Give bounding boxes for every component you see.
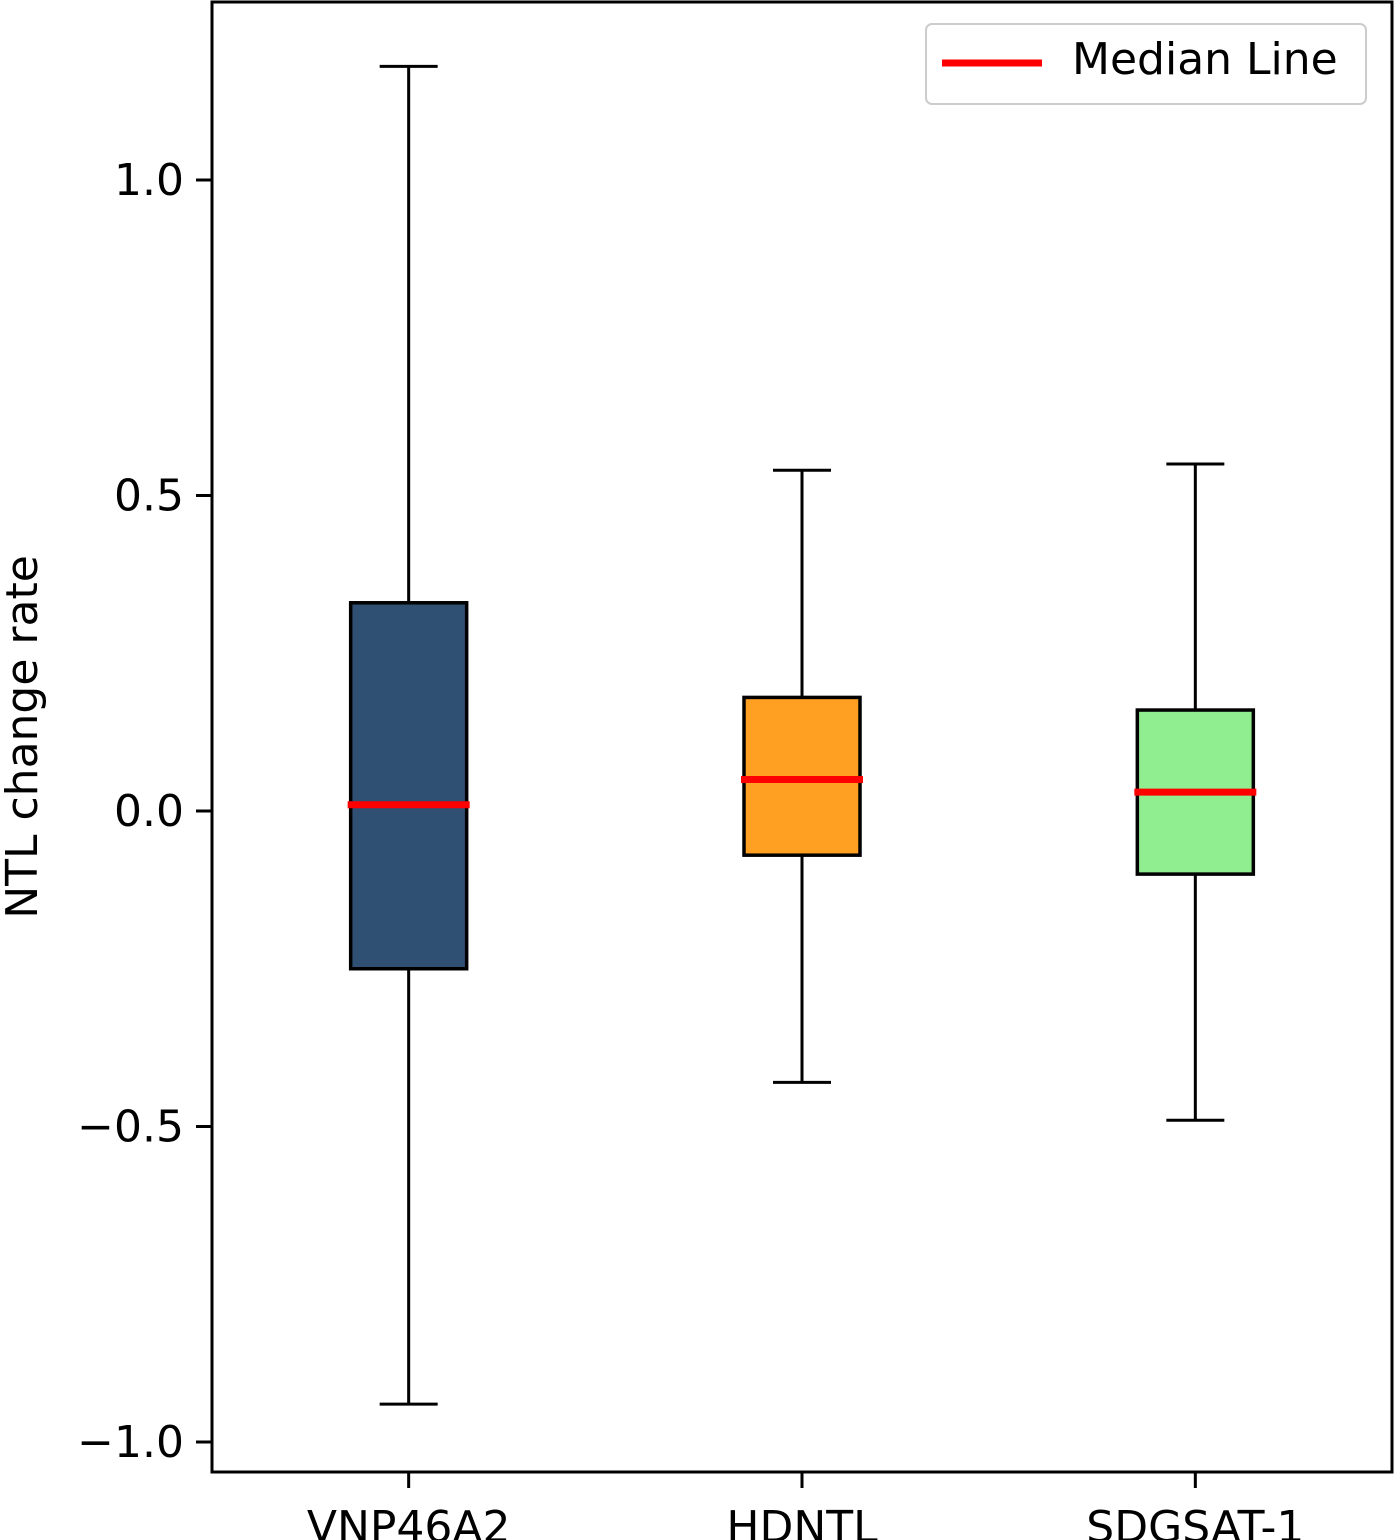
legend-box — [925, 23, 1367, 105]
y-axis: −1.0 −0.5 0.0 0.5 1.0 — [77, 155, 212, 1468]
box-plot-series — [347, 64, 1257, 1406]
legend-label: Median Line — [1072, 34, 1338, 85]
x-tick-label: SDGSAT-1 — [1086, 1502, 1304, 1540]
x-axis: VNP46A2 HDNTL SDGSAT-1 — [307, 1472, 1304, 1540]
y-tick-label: 0.0 — [114, 786, 184, 837]
y-tick-label: 1.0 — [114, 155, 184, 206]
x-tick-label: VNP46A2 — [307, 1502, 511, 1540]
x-tick-label: HDNTL — [726, 1502, 878, 1540]
box-sdgsat-1 — [1134, 462, 1257, 1122]
y-tick-label: 0.5 — [114, 471, 184, 522]
y-tick-label: −0.5 — [77, 1102, 184, 1153]
y-tick-label: −1.0 — [77, 1417, 184, 1468]
legend: Median Line — [925, 23, 1367, 105]
y-axis-label: NTL change rate — [0, 555, 48, 919]
box-iqr — [348, 601, 469, 971]
box-hdntl — [741, 468, 863, 1084]
box-vnp46a2 — [347, 64, 470, 1406]
